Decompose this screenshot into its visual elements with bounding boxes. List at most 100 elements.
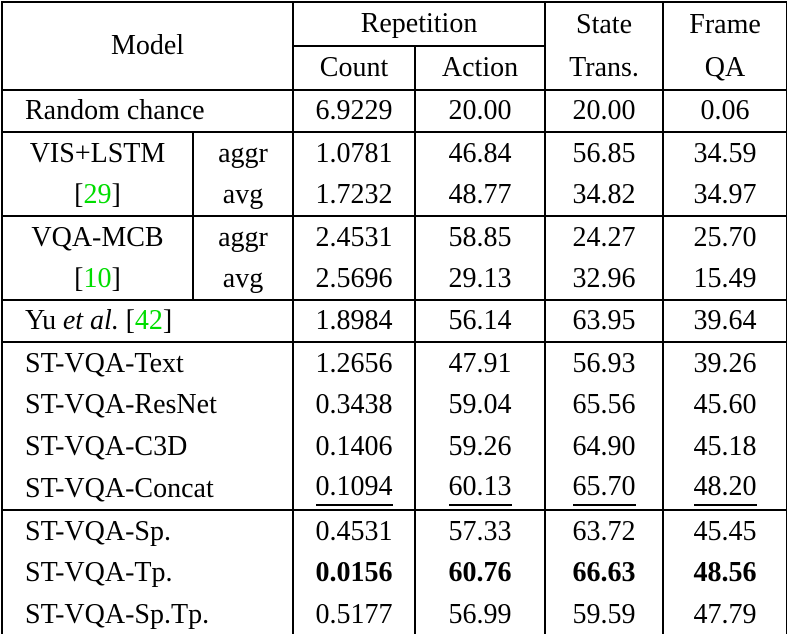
action-cell: 29.13	[414, 258, 547, 300]
model-cell: ST-VQA-Sp.	[0, 509, 295, 552]
frame-qa-line1: Frame	[689, 9, 761, 40]
frame-qa-cell: 47.79	[662, 594, 787, 634]
col-header-model: Model	[0, 2, 295, 90]
bracket-open: [	[74, 263, 84, 294]
state-trans-cell: 32.96	[544, 258, 665, 300]
table-row-vqa-mcb-aggr: VQA-MCB [10] aggr 2.4531 58.85 24.27 25.…	[1, 215, 787, 300]
model-cell: ST-VQA-Sp.Tp.	[0, 594, 295, 634]
table-row-st-vqa-sptp: ST-VQA-Sp.Tp. 0.5177 56.99 59.59 47.79	[0, 594, 787, 634]
underlined-value: 60.13	[448, 471, 512, 506]
state-trans-line1: State	[576, 9, 633, 40]
table-row-st-vqa-text: ST-VQA-Text 1.2656 47.91 56.93 39.26	[0, 341, 787, 384]
model-name-prefix: Yu	[25, 305, 57, 336]
citation-link[interactable]: 10	[83, 263, 112, 294]
bracket-open: [	[74, 179, 84, 210]
state-trans-cell: 24.27	[544, 215, 665, 258]
count-cell: 2.4531	[292, 215, 417, 258]
model-cell-vis-lstm: VIS+LSTM [29]	[1, 131, 194, 216]
action-cell: 57.33	[414, 509, 547, 552]
action-cell: 58.85	[414, 215, 547, 258]
citation-10: [10]	[4, 258, 191, 299]
col-header-count: Count	[292, 46, 417, 90]
action-cell-best: 60.76	[414, 552, 547, 594]
state-trans-cell: 34.82	[544, 174, 665, 216]
state-trans-cell: 56.93	[544, 341, 665, 384]
count-cell: 0.1094	[292, 468, 417, 510]
variant-cell: avg	[191, 258, 295, 300]
table-row-st-vqa-sp: ST-VQA-Sp. 0.4531 57.33 63.72 45.45	[0, 509, 787, 552]
citation-link[interactable]: 42	[134, 305, 163, 336]
model-cell: ST-VQA-ResNet	[0, 384, 295, 426]
count-cell: 0.3438	[292, 384, 417, 426]
state-trans-cell: 64.90	[544, 426, 665, 468]
state-trans-cell: 65.56	[544, 384, 665, 426]
bracket-open: [	[125, 305, 135, 336]
col-header-frame-qa: Frame QA	[662, 2, 787, 90]
header-row-top: Model Repetition State Trans. Frame QA	[0, 2, 787, 90]
table-row-yu-et-al: Yu et al. [42] 1.8984 56.14 63.95 39.64	[0, 299, 787, 342]
table-row-st-vqa-c3d: ST-VQA-C3D 0.1406 59.26 64.90 45.18	[0, 426, 787, 468]
model-name: VQA-MCB	[31, 222, 164, 253]
frame-qa-cell: 34.59	[662, 131, 787, 174]
model-name-etal: et al.	[62, 305, 119, 336]
model-cell-yu: Yu et al. [42]	[0, 299, 295, 342]
frame-qa-cell: 45.18	[662, 426, 787, 468]
col-header-state-trans: State Trans.	[544, 2, 665, 90]
count-cell: 1.7232	[292, 174, 417, 216]
variant-cell: aggr	[191, 215, 295, 258]
action-cell: 59.04	[414, 384, 547, 426]
citation-42: [42]	[126, 305, 173, 336]
col-header-action: Action	[414, 46, 547, 90]
variant-cell: avg	[191, 174, 295, 216]
frame-qa-cell: 45.60	[662, 384, 787, 426]
count-cell-best: 0.0156	[292, 552, 417, 594]
action-cell: 48.77	[414, 174, 547, 216]
table-row-random-chance: Random chance 6.9229 20.00 20.00 0.06	[0, 89, 787, 132]
frame-qa-cell: 34.97	[662, 174, 787, 216]
frame-qa-cell: 15.49	[662, 258, 787, 300]
table-row-vis-lstm-aggr: VIS+LSTM [29] aggr 1.0781 46.84 56.85 34…	[1, 131, 787, 216]
frame-qa-cell: 39.26	[662, 341, 787, 384]
frame-qa-cell: 39.64	[662, 299, 787, 342]
action-cell: 60.13	[414, 468, 547, 510]
col-header-repetition: Repetition	[292, 2, 547, 47]
model-cell: ST-VQA-Concat	[0, 468, 295, 510]
frame-qa-cell: 25.70	[662, 215, 787, 258]
frame-qa-cell: 0.06	[662, 89, 787, 132]
frame-qa-line2: QA	[704, 52, 746, 83]
table-row-st-vqa-concat: ST-VQA-Concat 0.1094 60.13 65.70 48.20	[0, 468, 787, 510]
bracket-close: ]	[111, 179, 121, 210]
frame-qa-cell-best: 48.56	[662, 552, 787, 594]
underlined-value: 0.1094	[315, 471, 393, 506]
action-cell: 56.99	[414, 594, 547, 634]
model-cell-vqa-mcb: VQA-MCB [10]	[1, 215, 194, 300]
frame-qa-cell: 45.45	[662, 509, 787, 552]
state-trans-cell: 63.95	[544, 299, 665, 342]
state-trans-line2: Trans.	[569, 52, 639, 83]
state-trans-cell: 65.70	[544, 468, 665, 510]
action-cell: 20.00	[414, 89, 547, 132]
variant-cell: aggr	[191, 131, 295, 174]
count-cell: 0.5177	[292, 594, 417, 634]
model-cell: ST-VQA-Text	[0, 341, 295, 384]
state-trans-cell: 20.00	[544, 89, 665, 132]
state-trans-cell: 59.59	[544, 594, 665, 634]
bracket-close: ]	[162, 305, 173, 336]
state-trans-cell: 56.85	[544, 131, 665, 174]
bracket-close: ]	[111, 263, 121, 294]
count-cell: 1.2656	[292, 341, 417, 384]
model-cell: ST-VQA-C3D	[0, 426, 295, 468]
model-cell: ST-VQA-Tp.	[0, 552, 295, 594]
underlined-value: 65.70	[572, 471, 636, 506]
action-cell: 47.91	[414, 341, 547, 384]
table-row-st-vqa-tp: ST-VQA-Tp. 0.0156 60.76 66.63 48.56	[0, 552, 787, 594]
count-cell: 2.5696	[292, 258, 417, 300]
citation-link[interactable]: 29	[83, 179, 112, 210]
table-row-vis-lstm-avg: avg 1.7232 48.77 34.82 34.97	[2, 174, 787, 216]
count-cell: 1.0781	[292, 131, 417, 174]
header-row-sub: Count Action	[2, 46, 787, 90]
model-name: VIS+LSTM	[29, 138, 166, 169]
action-cell: 56.14	[414, 299, 547, 342]
